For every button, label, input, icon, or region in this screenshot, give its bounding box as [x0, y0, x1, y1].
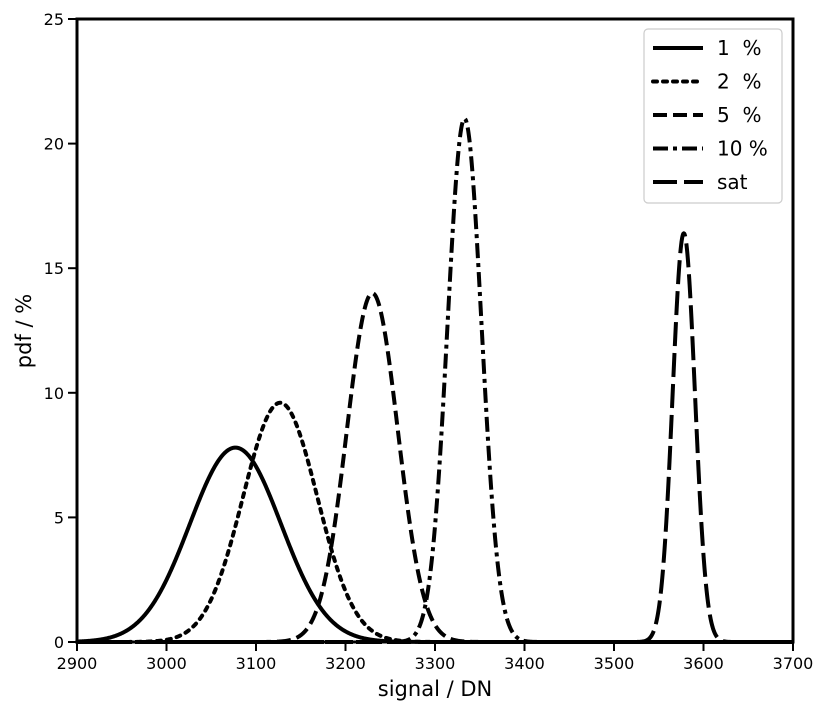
- legend-label: 1 %: [717, 36, 761, 60]
- x-tick-label: 2900: [57, 654, 98, 673]
- y-axis-label: pdf / %: [12, 294, 36, 368]
- y-tick-label: 15: [44, 259, 64, 278]
- plot-frame: [75, 17, 795, 644]
- x-tick-label: 3100: [236, 654, 277, 673]
- x-tick-label: 3400: [504, 654, 545, 673]
- legend-label: 10 %: [717, 137, 768, 161]
- legend-label: sat: [717, 170, 748, 194]
- ticks-layer: 2900 3000 3100 3200 3300 3400 3500 3600 3700 0 5 10…: [44, 10, 814, 673]
- series-line: [75, 231, 795, 644]
- x-axis-label: signal / DN: [378, 677, 492, 701]
- legend-label: 2 %: [717, 70, 761, 94]
- y-tick-label: 10: [44, 384, 64, 403]
- legend: 1 % 2 % 5 % 10 % sat: [643, 28, 783, 204]
- y-tick-label: 0: [54, 633, 64, 652]
- legend-box: [643, 28, 783, 204]
- y-tick-label: 5: [54, 508, 64, 527]
- x-tick-label: 3300: [415, 654, 456, 673]
- series-line: [75, 291, 795, 644]
- series-line: [75, 445, 795, 644]
- series-line: [75, 400, 795, 644]
- x-tick-label: 3600: [683, 654, 724, 673]
- x-tick-label: 3000: [146, 654, 187, 673]
- y-tick-label: 20: [44, 135, 64, 154]
- legend-label: 5 %: [717, 103, 761, 127]
- x-tick-label: 3200: [325, 654, 366, 673]
- x-tick-label: 3500: [594, 654, 635, 673]
- y-tick-label: 25: [44, 10, 64, 29]
- x-tick-label: 3700: [773, 654, 814, 673]
